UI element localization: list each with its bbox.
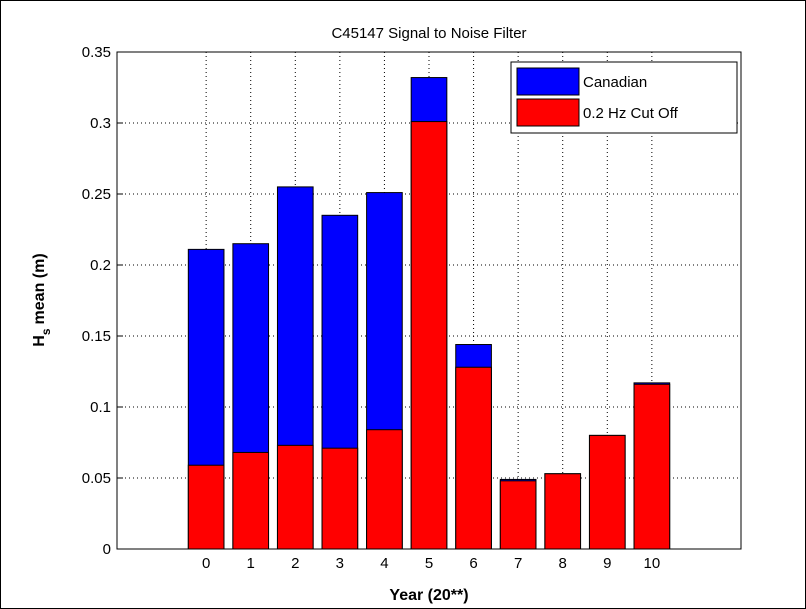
- x-tick-label: 4: [380, 555, 388, 572]
- y-tick-label: 0.3: [90, 115, 111, 132]
- y-tick-label: 0.25: [82, 186, 111, 203]
- bar: [544, 473, 582, 550]
- bar: [276, 444, 314, 550]
- x-tick-label: 2: [291, 555, 299, 572]
- y-tick-label: 0.1: [90, 399, 111, 416]
- bar: [187, 464, 225, 550]
- y-tick-label: 0: [103, 541, 111, 558]
- bar: [366, 429, 403, 550]
- chart-title: C45147 Signal to Noise Filter: [331, 25, 526, 42]
- x-tick-label: 6: [469, 555, 477, 572]
- x-tick-label: 8: [559, 555, 567, 572]
- x-tick-label: 7: [514, 555, 522, 572]
- bar: [633, 383, 671, 550]
- x-tick-label: 1: [247, 555, 255, 572]
- axes-frame: [116, 51, 742, 550]
- y-tick-label: 0.15: [82, 328, 111, 345]
- legend-label: 0.2 Hz Cut Off: [583, 105, 679, 122]
- y-tick-label: 0.2: [90, 257, 111, 274]
- legend-label: Canadian: [583, 74, 647, 91]
- x-tick-label: 0: [202, 555, 210, 572]
- bar: [410, 121, 448, 550]
- y-label-main: H: [31, 335, 48, 347]
- bar: [232, 451, 270, 550]
- bar: [321, 447, 359, 550]
- y-axis-label: Hs mean (m): [31, 253, 53, 346]
- y-label-sub: s: [39, 328, 53, 335]
- legend-swatch: [516, 98, 580, 127]
- x-tick-label: 3: [336, 555, 344, 572]
- bar: [455, 366, 492, 550]
- x-tick-label: 5: [425, 555, 433, 572]
- y-label-rest: mean (m): [31, 253, 48, 324]
- bar: [588, 434, 626, 550]
- x-tick-label: 9: [603, 555, 611, 572]
- y-tick-label: 0.05: [82, 470, 111, 487]
- x-tick-label: 10: [644, 555, 661, 572]
- bar: [499, 480, 537, 550]
- x-axis-label: Year (20**): [389, 587, 468, 604]
- y-tick-label: 0.35: [82, 44, 111, 61]
- legend-swatch: [516, 67, 580, 96]
